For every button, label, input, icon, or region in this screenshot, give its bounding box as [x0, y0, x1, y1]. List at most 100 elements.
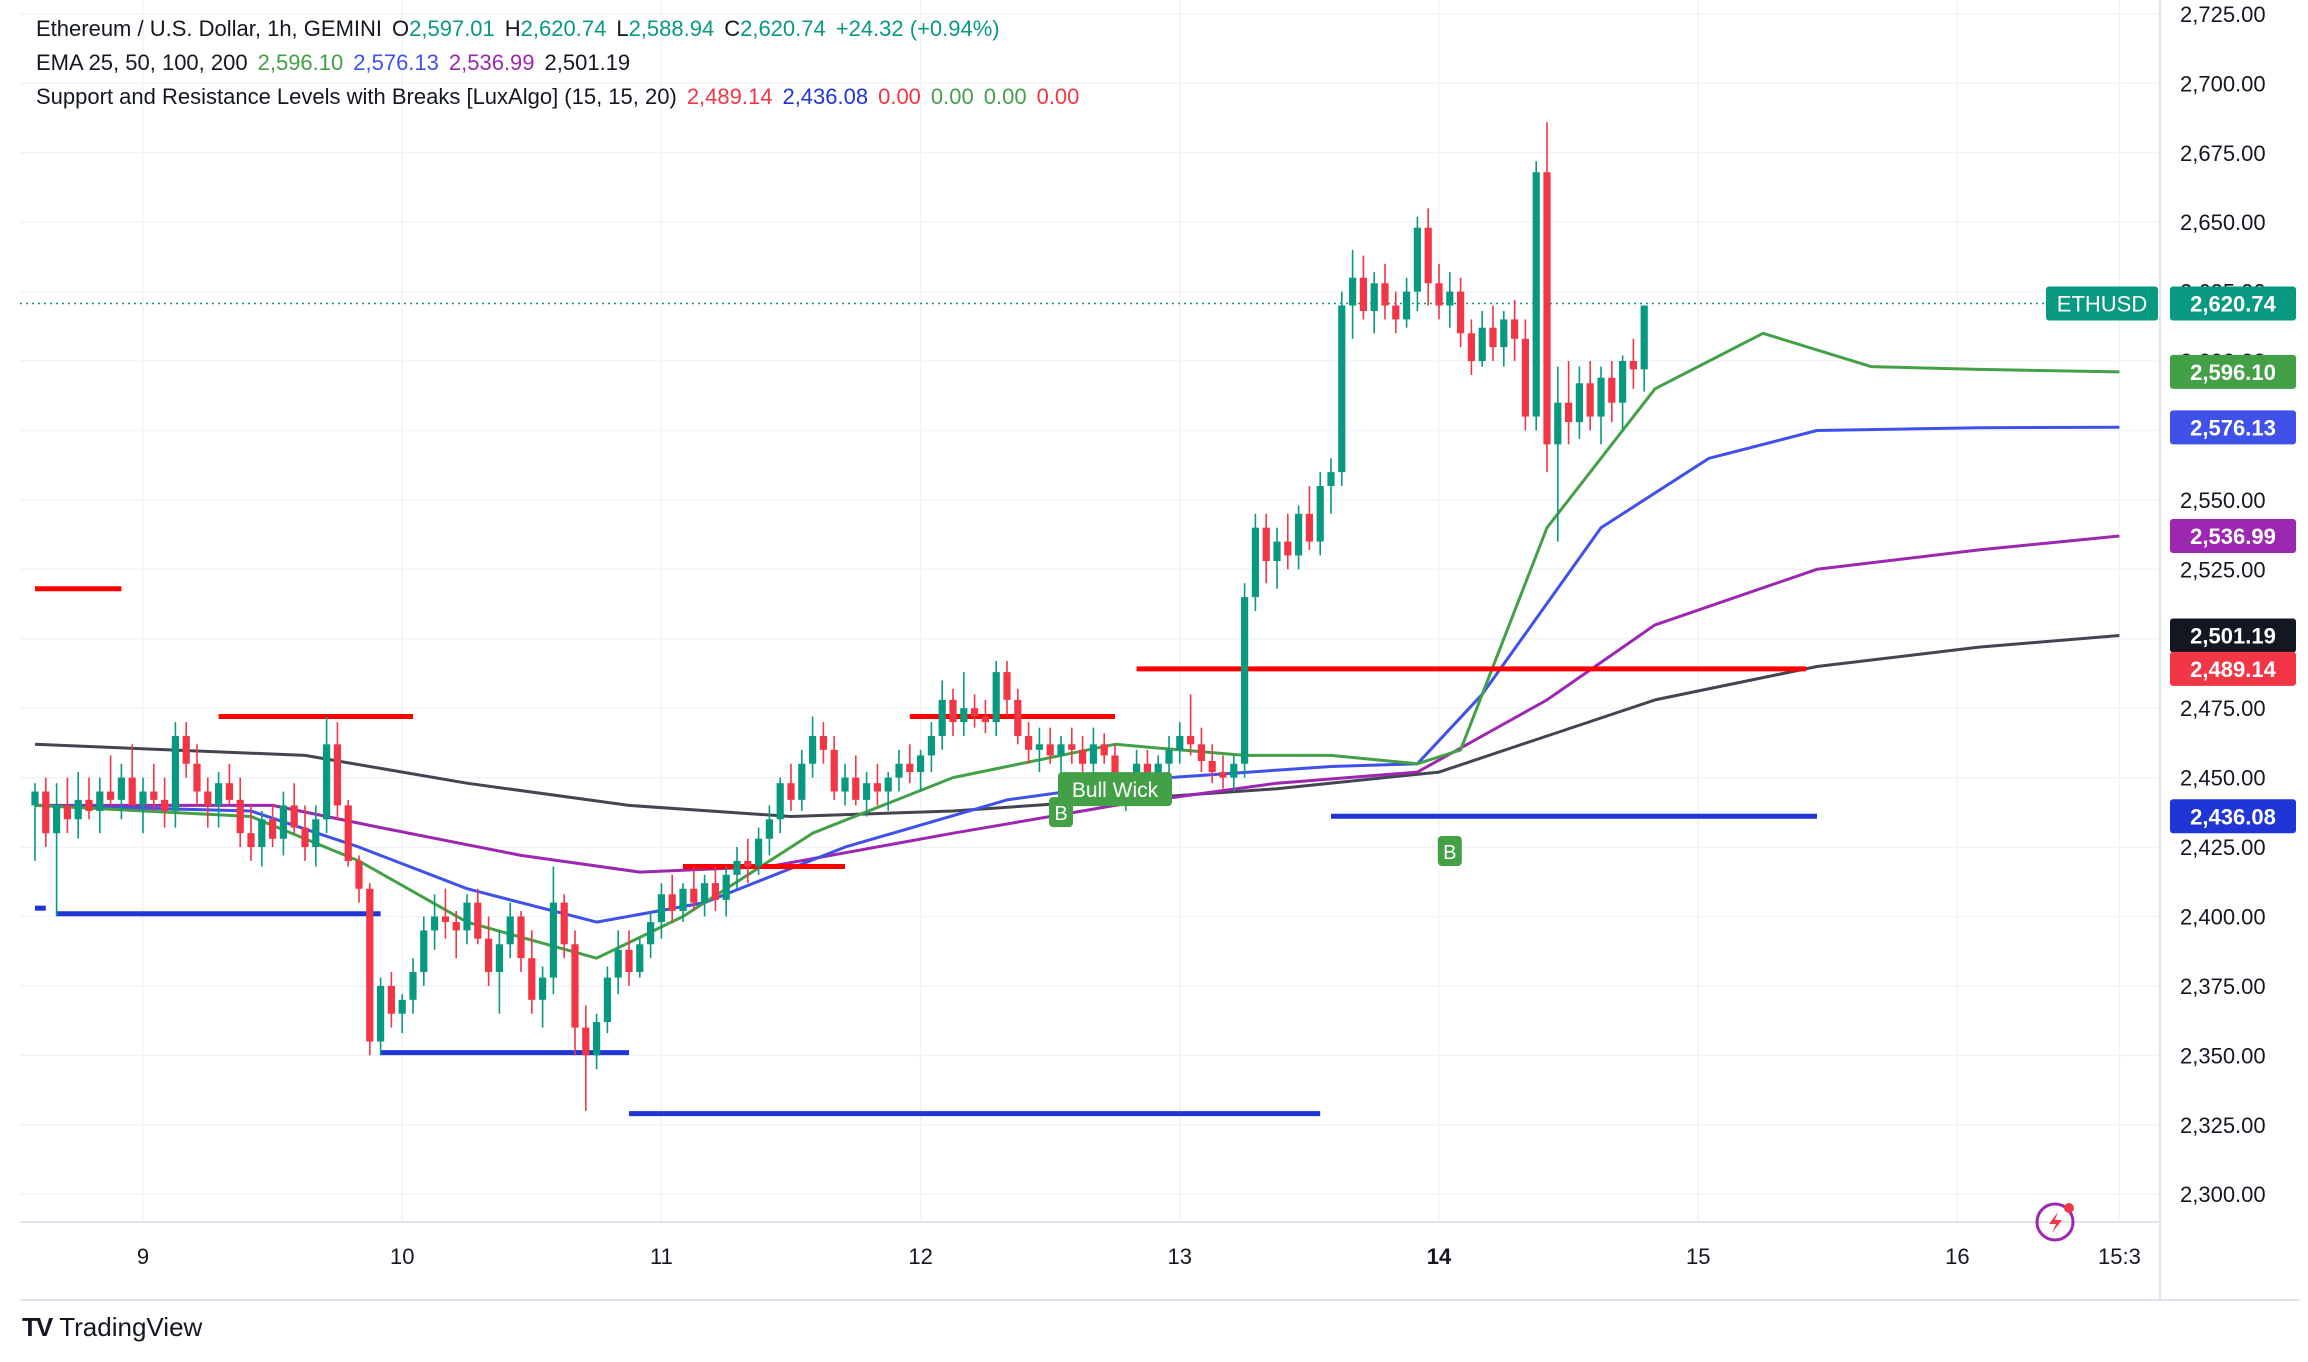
candle-body [1154, 763, 1162, 778]
candle-body [344, 805, 352, 861]
candle-body [1359, 277, 1367, 312]
candle-body [128, 777, 136, 806]
candle-body [776, 783, 784, 820]
candle-body [1478, 327, 1486, 362]
candle-body [279, 805, 287, 839]
candle-body [668, 894, 676, 911]
y-tick-label: 2,725.00 [2180, 2, 2266, 27]
x-tick-label: 12 [908, 1244, 932, 1269]
ema25-value: 2,596.10 [257, 50, 344, 75]
candle-body [420, 930, 428, 973]
ema100-value: 2,536.99 [448, 50, 535, 75]
y-tick-label: 2,425.00 [2180, 835, 2266, 860]
low-value: 2,588.94 [628, 16, 715, 41]
candle-body [1392, 305, 1400, 320]
sr-label[interactable]: Support and Resistance Levels with Break… [36, 84, 677, 109]
x-tick-label: 9 [137, 1244, 149, 1269]
tradingview-logo-icon: TV [22, 1312, 53, 1342]
candle-body [701, 883, 709, 903]
close-value: 2,620.74 [740, 16, 826, 41]
candle-body [895, 763, 903, 778]
high-value: 2,620.74 [520, 16, 607, 41]
price-axis-tag-label: 2,536.99 [2190, 524, 2276, 549]
symbol-title[interactable]: Ethereum / U.S. Dollar, 1h, GEMINI [36, 16, 383, 41]
candle-body [96, 791, 104, 811]
candle-body [236, 799, 244, 834]
legend-row-ema: EMA 25, 50, 100, 200 2,596.10 2,576.13 2,53… [36, 46, 1089, 80]
candle-body [333, 744, 341, 806]
candle-body [1370, 283, 1378, 312]
candle-body [1219, 772, 1227, 778]
ema-label[interactable]: EMA 25, 50, 100, 200 [36, 50, 248, 75]
candle-body [1554, 402, 1562, 445]
candle-body [1349, 277, 1357, 306]
candle-body [1467, 333, 1475, 362]
candle-body [809, 735, 817, 764]
candle-body [247, 833, 255, 848]
candle-body [1100, 744, 1108, 756]
candle-body [593, 1022, 601, 1056]
candle-body [852, 777, 860, 800]
high-label: H [504, 16, 521, 41]
candle-body [1575, 383, 1583, 423]
candle-body [1068, 744, 1076, 750]
candle-body [107, 791, 115, 800]
candle-body [1197, 744, 1205, 761]
candle-body [960, 708, 968, 723]
candle-body [549, 902, 557, 978]
candle-body [1273, 541, 1281, 562]
candle-body [387, 985, 395, 1014]
legend-row-symbol: Ethereum / U.S. Dollar, 1h, GEMINI O2,597… [36, 12, 1089, 46]
candle-body [679, 888, 687, 911]
y-tick-label: 2,400.00 [2180, 905, 2266, 930]
candle-body [582, 1027, 590, 1056]
ticker-tag [2046, 286, 2158, 321]
candle-body [1403, 291, 1411, 320]
candle-body [366, 888, 374, 1042]
candle-body [31, 791, 39, 806]
candle-body [603, 977, 611, 1023]
candle-body [1284, 541, 1292, 556]
candle-body [571, 944, 579, 1028]
candle-body [150, 791, 158, 800]
candle-body [981, 716, 989, 723]
candle-body [1381, 283, 1389, 306]
sr-value-1: 2,489.14 [686, 84, 773, 109]
candle-body [431, 916, 439, 931]
tradingview-brand[interactable]: TV TradingView [22, 1312, 202, 1343]
candle-body [63, 805, 71, 820]
candle-body [1413, 227, 1421, 292]
y-tick-label: 2,325.00 [2180, 1113, 2266, 1138]
candle-body [1435, 283, 1443, 306]
chart-legend: Ethereum / U.S. Dollar, 1h, GEMINI O2,597… [36, 12, 1089, 114]
ema50-value: 2,576.13 [353, 50, 439, 75]
candle-body [1143, 763, 1151, 778]
legend-row-sr: Support and Resistance Levels with Break… [36, 80, 1089, 114]
x-tick-label: 15:3 [2098, 1244, 2141, 1269]
candle-body [74, 799, 82, 820]
close-label: C [724, 16, 741, 41]
candle-body [819, 735, 827, 750]
candle-body [355, 860, 363, 889]
x-tick-label: 10 [390, 1244, 414, 1269]
candle-body [1500, 319, 1508, 348]
x-tick-label: 16 [1945, 1244, 1969, 1269]
candle-body [1165, 749, 1173, 764]
y-tick-label: 2,675.00 [2180, 141, 2266, 166]
candle-body [1457, 291, 1465, 334]
candle-body [215, 783, 223, 806]
candle-body [1327, 472, 1335, 487]
candle-body [1629, 361, 1637, 370]
candle-body [1608, 377, 1616, 403]
candle-body [1176, 735, 1184, 750]
candle-body [506, 916, 514, 945]
y-tick-label: 2,475.00 [2180, 696, 2266, 721]
candle-body [301, 827, 309, 848]
candle-body [409, 972, 417, 1000]
candle-body [517, 916, 525, 959]
candle-body [927, 735, 935, 756]
candle-body [290, 805, 298, 828]
candle-body [485, 938, 493, 973]
candle-body [377, 985, 385, 1042]
